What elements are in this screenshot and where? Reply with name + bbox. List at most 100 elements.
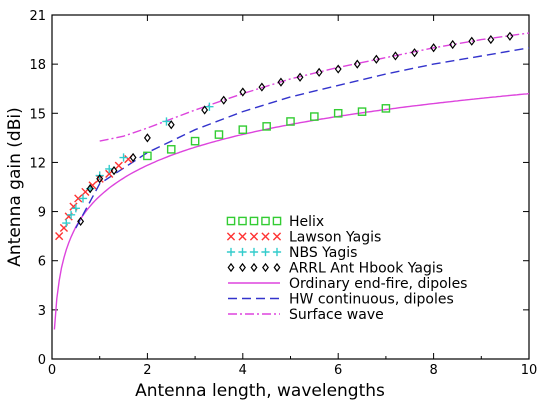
data-point: [55, 232, 64, 241]
data-point: [357, 107, 367, 116]
x-tick-label: 2: [143, 363, 151, 378]
y-tick-label: 18: [29, 58, 46, 73]
data-point: [110, 166, 118, 176]
y-tick-label: 3: [38, 304, 46, 319]
legend-item: Helix: [226, 214, 324, 230]
x-axis-label: Antenna length, wavelengths: [135, 381, 385, 401]
y-tick-label: 9: [38, 206, 46, 221]
data-point: [226, 232, 236, 241]
data-point: [277, 77, 285, 87]
data-point: [272, 232, 282, 241]
data-point: [77, 216, 85, 226]
series-line-4: [53, 92, 530, 330]
data-point: [166, 145, 176, 154]
data-point: [430, 43, 438, 53]
legend-label: Helix: [289, 214, 324, 230]
data-point: [381, 104, 391, 113]
data-point: [205, 102, 214, 111]
y-tick-label: 6: [38, 255, 46, 270]
data-point: [96, 174, 104, 184]
data-point: [62, 218, 71, 228]
y-tick-label: 15: [29, 107, 46, 122]
legend-item: ARRL Ant Hbook Yagis: [227, 261, 443, 277]
data-point: [468, 36, 476, 46]
legend-item: Surface wave: [228, 307, 384, 323]
data-point: [249, 216, 259, 226]
data-point: [296, 72, 304, 82]
data-point: [162, 117, 171, 126]
data-point: [487, 34, 495, 45]
data-point: [286, 117, 295, 126]
data-point: [372, 54, 380, 64]
data-point: [220, 95, 228, 105]
data-point: [261, 247, 270, 257]
x-tick-label: 8: [429, 363, 437, 378]
legend-item: HW continuous, dipoles: [228, 292, 454, 308]
series-line-5: [75, 47, 530, 229]
y-tick-label: 21: [29, 9, 46, 24]
data-point: [119, 153, 128, 162]
data-point: [239, 87, 247, 97]
legend-item: NBS Yagis: [226, 245, 357, 261]
data-point: [86, 184, 94, 194]
legend-item: Ordinary end-fire, dipoles: [228, 276, 467, 292]
data-point: [239, 262, 246, 273]
data-point: [71, 204, 80, 213]
legend-label: Lawson Yagis: [289, 230, 381, 246]
data-point: [391, 51, 399, 61]
data-point: [78, 194, 88, 203]
data-point: [249, 247, 259, 257]
data-point: [227, 262, 235, 273]
data-point: [190, 136, 200, 146]
data-point: [506, 31, 514, 41]
x-tick-label: 10: [521, 363, 538, 378]
y-axis-label: Antenna gain (dBi): [5, 107, 25, 266]
data-point: [74, 194, 83, 203]
data-point: [114, 161, 123, 170]
data-point: [250, 262, 258, 273]
x-tick-label: 4: [239, 363, 247, 378]
data-point: [272, 216, 282, 226]
data-point: [143, 151, 152, 161]
data-point: [143, 133, 151, 143]
y-tick-label: 0: [38, 353, 46, 368]
data-point: [273, 262, 281, 273]
data-point: [261, 216, 270, 226]
legend-label: Ordinary end-fire, dipoles: [289, 276, 467, 292]
data-point: [315, 67, 323, 77]
markers: [55, 31, 514, 241]
data-point: [261, 232, 270, 241]
legend-label: Surface wave: [289, 307, 384, 323]
data-point: [310, 112, 319, 121]
data-point: [238, 216, 247, 226]
data-point: [262, 262, 269, 273]
data-point: [258, 82, 266, 92]
data-point: [129, 152, 137, 163]
data-point: [238, 247, 247, 257]
data-point: [226, 216, 236, 226]
x-tick-label: 0: [48, 363, 56, 378]
legend-label: HW continuous, dipoles: [289, 292, 454, 308]
data-point: [167, 120, 175, 130]
y-tick-label: 12: [29, 156, 46, 171]
data-point: [333, 108, 343, 118]
series-line-6: [99, 32, 530, 142]
data-point: [272, 247, 282, 257]
legend-label: ARRL Ant Hbook Yagis: [289, 261, 443, 277]
data-point: [226, 247, 236, 257]
axes: 0 2 4 6 8 10 0 3 6 9 12 15 18 21: [29, 9, 537, 378]
data-point: [238, 125, 248, 134]
data-point: [449, 39, 457, 50]
data-point: [214, 130, 224, 139]
data-point: [262, 122, 271, 131]
legend-item: Lawson Yagis: [226, 230, 381, 246]
data-point: [238, 232, 247, 241]
data-point: [66, 210, 76, 219]
data-point: [249, 232, 259, 241]
legend-label: NBS Yagis: [289, 245, 357, 261]
data-point: [201, 105, 209, 115]
data-point: [411, 48, 418, 58]
data-point: [353, 59, 361, 69]
